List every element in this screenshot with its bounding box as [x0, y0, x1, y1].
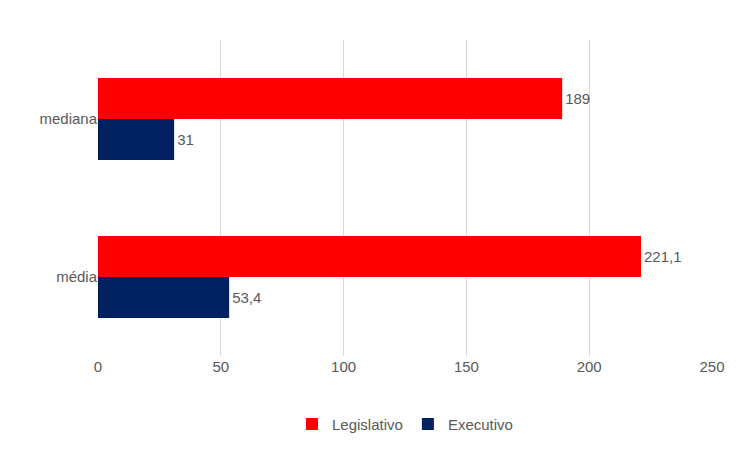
- svg-text:189: 189: [565, 90, 590, 107]
- svg-text:53,4: 53,4: [232, 289, 261, 306]
- svg-text:0: 0: [94, 358, 102, 375]
- svg-text:100: 100: [331, 358, 356, 375]
- svg-text:média: média: [56, 268, 98, 285]
- svg-text:200: 200: [577, 358, 602, 375]
- svg-text:250: 250: [699, 358, 724, 375]
- svg-text:31: 31: [177, 131, 194, 148]
- svg-text:Legislativo: Legislativo: [332, 416, 403, 433]
- svg-text:mediana: mediana: [39, 110, 97, 127]
- svg-text:221,1: 221,1: [644, 248, 682, 265]
- svg-text:150: 150: [454, 358, 479, 375]
- svg-text:Executivo: Executivo: [448, 416, 513, 433]
- svg-text:50: 50: [212, 358, 229, 375]
